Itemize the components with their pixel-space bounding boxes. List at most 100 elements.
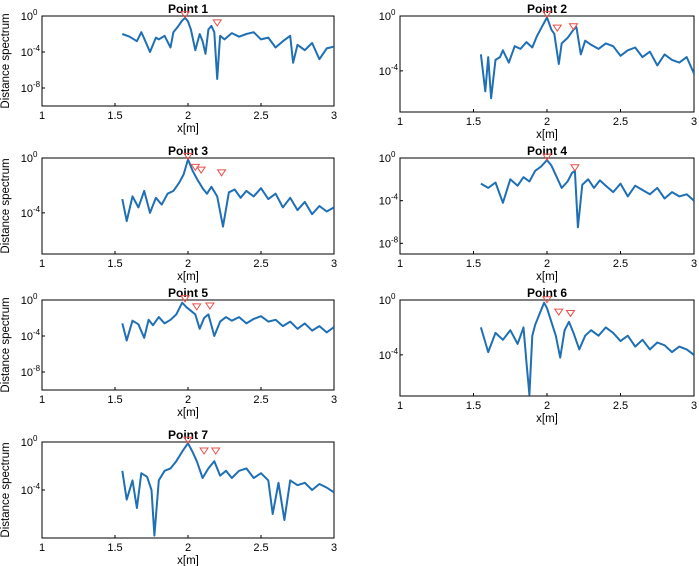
axes-frame: [41, 441, 335, 539]
x-tick-label: 2: [185, 394, 191, 406]
y-tick-exponent: -4: [33, 328, 41, 337]
spectrum-series-line: [480, 159, 694, 229]
x-tick-label: 1: [397, 400, 403, 412]
x-tick-label: 2: [185, 542, 191, 554]
x-tick-label: 1: [39, 110, 45, 122]
axes-frame: [41, 157, 335, 255]
x-tick-label: 1.5: [107, 394, 122, 406]
x-tick-label: 1: [39, 394, 45, 406]
peak-marker: [565, 309, 576, 318]
y-tick-exponent: -4: [33, 482, 41, 491]
y-axis-label: Distance spectrum: [0, 13, 12, 108]
spectrum-series-line: [121, 158, 334, 228]
x-tick-label: 2.5: [613, 258, 628, 270]
peak-marker: [212, 19, 223, 27]
y-tick-base: 10: [379, 153, 391, 165]
spectrum-series-line: [121, 16, 334, 80]
x-tick-label: 1.5: [107, 110, 122, 122]
y-tick-exponent: -8: [33, 364, 41, 373]
axes-frame: [41, 299, 335, 391]
x-tick-label: 2.5: [253, 394, 268, 406]
peak-marker: [542, 296, 552, 304]
peak-marker: [552, 24, 563, 32]
y-axis-label: Distance spectrum: [0, 158, 12, 253]
y-tick-base: 10: [21, 367, 33, 379]
y-tick-exponent: -4: [391, 193, 399, 202]
peak-marker: [216, 169, 227, 177]
peak-marker: [553, 308, 564, 316]
spectrum-series-line: [479, 301, 694, 396]
y-tick-exponent: 0: [391, 292, 396, 301]
x-tick-label: 2: [544, 258, 550, 270]
x-axis-label: x[m]: [536, 271, 558, 283]
peak-marker: [196, 166, 207, 174]
x-tick-label: 3: [691, 400, 697, 412]
panel-title: Point 1: [168, 2, 208, 16]
x-tick-label: 1.5: [107, 542, 122, 554]
peak-marker: [183, 436, 193, 445]
peak-marker: [542, 10, 552, 19]
axes-frame: [399, 157, 695, 255]
y-tick-base: 10: [379, 196, 391, 208]
peak-marker: [191, 303, 202, 311]
x-tick-label: 3: [331, 258, 337, 270]
peak-marker: [568, 23, 579, 31]
peak-marker: [569, 164, 580, 172]
x-tick-label: 1.5: [466, 400, 481, 412]
y-axis-label: Distance spectrum: [0, 297, 12, 392]
peak-marker: [542, 153, 552, 162]
y-tick-base: 10: [21, 47, 33, 59]
axes-frame: [399, 15, 695, 113]
y-tick-exponent: -4: [33, 205, 41, 214]
x-tick-label: 2: [185, 110, 191, 122]
panel-title: Point 7: [168, 428, 208, 442]
x-tick-label: 2: [185, 258, 191, 270]
panel-title: Point 6: [527, 286, 567, 300]
peak-marker: [183, 152, 193, 161]
y-tick-base: 10: [379, 11, 391, 23]
y-tick-base: 10: [21, 437, 33, 449]
y-tick-base: 10: [21, 331, 33, 343]
y-tick-base: 10: [21, 11, 33, 23]
y-tick-exponent: 0: [391, 150, 396, 159]
peak-marker: [180, 11, 191, 19]
x-tick-label: 2.5: [613, 400, 628, 412]
x-tick-label: 3: [331, 542, 337, 554]
x-tick-label: 3: [331, 394, 337, 406]
x-tick-label: 3: [691, 258, 697, 270]
spectrum-series-line: [121, 301, 334, 342]
y-tick-exponent: -8: [391, 235, 399, 244]
chart-panel-5: Point 51 1.5 2 2.5 3x[m]10 010 -410 -8Distance …: [0, 286, 337, 419]
x-tick-label: 2.5: [253, 542, 268, 554]
panel-title: Point 5: [168, 286, 208, 300]
spectrum-series-line: [121, 442, 334, 537]
y-tick-exponent: 0: [33, 434, 38, 443]
y-tick-base: 10: [21, 485, 33, 497]
y-tick-base: 10: [21, 295, 33, 307]
x-tick-label: 2.5: [253, 110, 268, 122]
peak-marker: [180, 295, 191, 303]
peak-marker: [204, 302, 215, 310]
spectrum-series-line: [479, 16, 694, 100]
peak-marker: [199, 447, 209, 455]
x-tick-label: 1.5: [466, 116, 481, 128]
x-tick-label: 1.5: [107, 258, 122, 270]
y-tick-base: 10: [21, 153, 33, 165]
y-tick-base: 10: [21, 208, 33, 220]
x-tick-label: 1.5: [466, 258, 481, 270]
x-axis-label: x[m]: [177, 271, 199, 283]
x-tick-label: 3: [331, 110, 337, 122]
y-tick-base: 10: [379, 350, 391, 362]
panel-title: Point 3: [168, 144, 208, 158]
chart-panel-1: Point 11 1.5 2 2.5 3x[m]10 010 -410 -8Distance …: [0, 2, 337, 135]
x-tick-label: 2: [544, 116, 550, 128]
chart-panel-6: Point 61 1.5 2 2.5 3x[m]10 010 -4: [379, 286, 697, 425]
y-tick-exponent: -4: [391, 63, 399, 72]
x-axis-label: x[m]: [177, 555, 199, 566]
x-tick-label: 1: [39, 542, 45, 554]
y-tick-exponent: -8: [33, 80, 41, 89]
y-tick-base: 10: [379, 66, 391, 78]
x-tick-label: 3: [691, 116, 697, 128]
